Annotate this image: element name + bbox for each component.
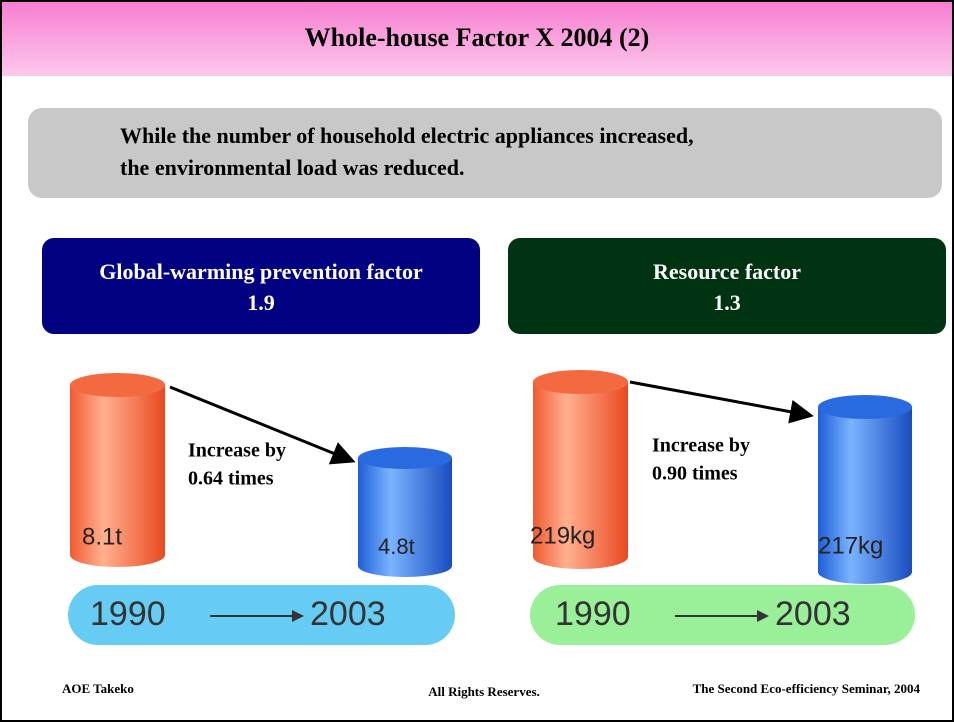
end-year: 2003 [775,595,851,633]
footer-event: The Second Eco-efficiency Seminar, 2004 [693,681,921,696]
factor-value: 1.3 [713,290,741,315]
annotation: Increase by [188,440,286,462]
annotation: 0.90 times [652,463,738,485]
summary-box [28,108,942,198]
before-label: 219kg [530,522,595,549]
end-year: 2003 [310,595,386,633]
start-year: 1990 [90,595,166,633]
after-label: 4.8t [378,534,415,559]
factor-title: Resource factor [653,259,801,284]
summary-line: the environmental load was reduced. [120,155,464,180]
footer-rights: All Rights Reserves. [428,684,540,699]
summary-line: While the number of household electric a… [120,123,694,148]
annotation: Increase by [652,435,750,457]
factor-value: 1.9 [247,290,275,315]
factor-box [42,238,480,334]
factor-title: Global-warming prevention factor [99,259,423,284]
factor-box [508,238,946,334]
before-label: 8.1t [82,523,122,550]
title: Whole-house Factor X 2004 (2) [305,23,650,52]
start-year: 1990 [555,595,631,633]
page: Whole-house Factor X 2004 (2) While the … [0,0,954,722]
after-label: 217kg [818,532,883,559]
slide: Whole-house Factor X 2004 (2) While the … [0,0,954,722]
annotation: 0.64 times [188,468,274,490]
footer-author: AOE Takeko [62,681,134,696]
